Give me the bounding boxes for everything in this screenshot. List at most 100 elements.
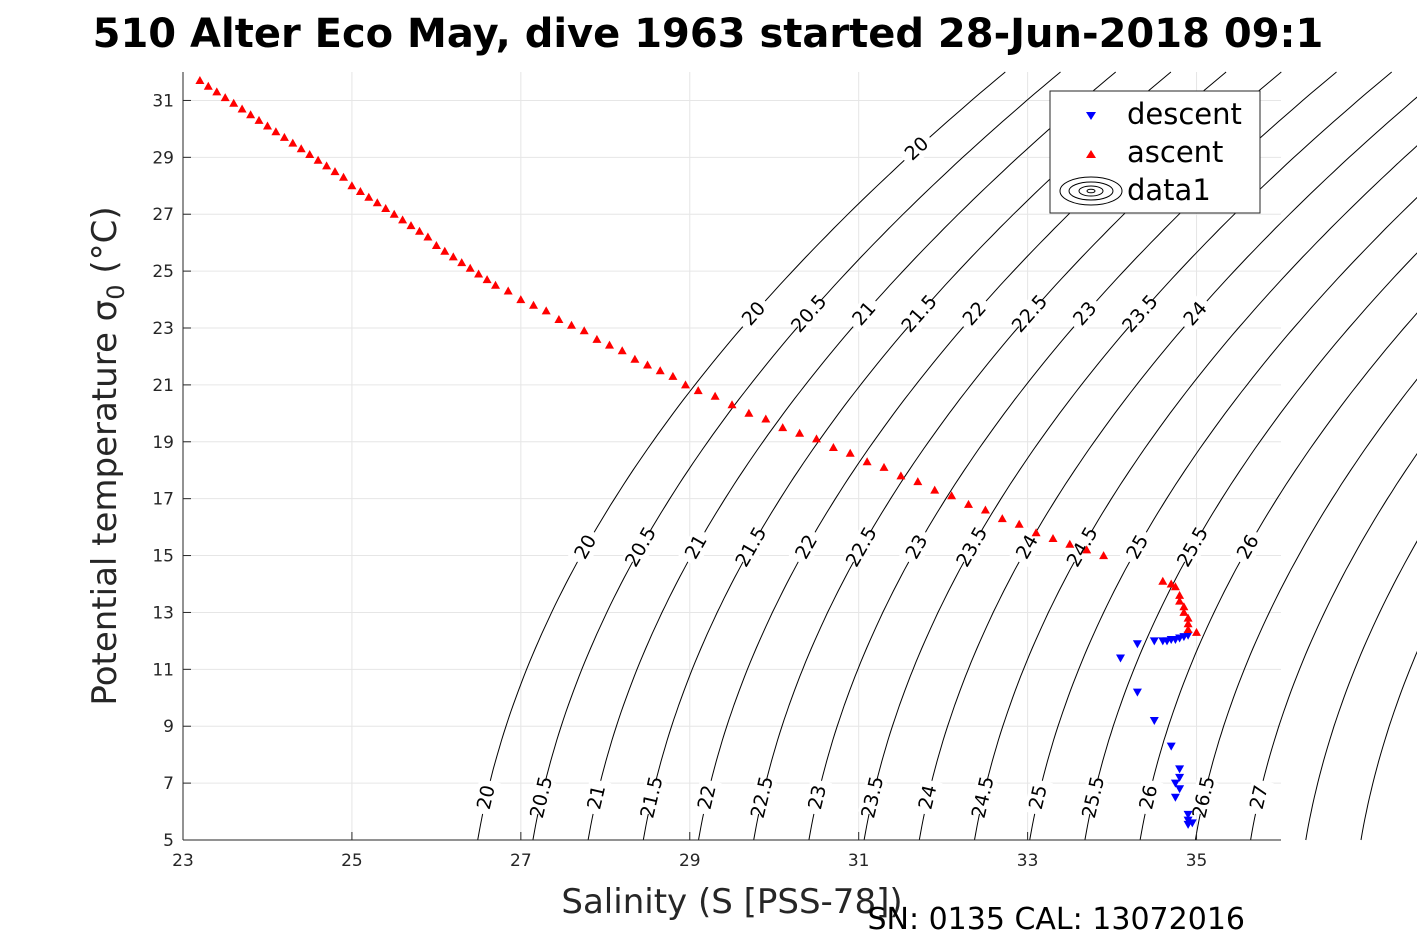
ascent-point: [347, 181, 357, 190]
y-tick-label: 9: [163, 717, 174, 737]
ascent-point: [761, 414, 771, 423]
x-tick-label: 23: [172, 851, 194, 871]
ascent-point: [630, 354, 640, 363]
x-tick-label: 29: [679, 851, 701, 871]
contour-label-background: [955, 293, 995, 334]
contour-line: [918, 96, 1417, 841]
descent-point: [1183, 810, 1193, 819]
legend: descent ascent data1: [1049, 90, 1261, 214]
contour-label-background: [896, 129, 937, 169]
descent-point: [1132, 688, 1142, 697]
ascent-point: [237, 104, 247, 113]
ascent-point: [778, 423, 788, 432]
ascent-point: [482, 275, 492, 284]
ascent-point: [398, 215, 408, 224]
ascent-point: [1183, 619, 1193, 628]
ascent-point: [812, 434, 821, 443]
contour-label-background: [1023, 778, 1053, 817]
ascent-point: [845, 448, 855, 457]
ascent-point: [693, 386, 703, 395]
ascent-point: [862, 457, 872, 466]
ascent-point: [372, 198, 382, 207]
y-tick-label: 23: [152, 319, 174, 339]
ascent-point: [579, 326, 589, 335]
descent-point: [1149, 637, 1159, 646]
x-tick-label: 33: [1017, 851, 1039, 871]
ascent-point: [355, 187, 365, 195]
ascent-point: [431, 241, 441, 249]
ascent-point: [554, 315, 564, 323]
y-tick-label: 11: [152, 660, 174, 680]
ascent-point: [474, 269, 484, 278]
ascent-point: [1183, 625, 1193, 633]
contour-label-background: [637, 778, 667, 817]
contour-line: [1194, 378, 1417, 841]
ascent-point: [1175, 596, 1185, 605]
contour-line: [1250, 452, 1417, 841]
ascent-point: [1014, 519, 1024, 528]
y-axis-label-main: Potential temperature σ: [85, 300, 125, 706]
ascent-point: [1183, 613, 1193, 622]
contour-label-background: [526, 778, 557, 817]
contour-label-background: [1244, 778, 1274, 817]
contour-label-background: [692, 778, 722, 817]
y-tick-label: 17: [152, 490, 174, 510]
ascent-point: [440, 246, 450, 255]
ascent-point: [896, 471, 906, 480]
ascent-point: [516, 295, 526, 304]
contour-label-background: [789, 293, 829, 334]
contour-line: [1305, 540, 1417, 841]
contour-line: [477, 71, 1006, 841]
ascent-point: [330, 167, 340, 176]
ascent-point: [263, 121, 272, 130]
y-tick-label: 7: [163, 774, 174, 794]
contour-line: [1084, 252, 1417, 841]
density-contours: [477, 71, 1417, 841]
y-tick-label: 21: [152, 376, 174, 396]
ascent-point: [1065, 539, 1075, 548]
ascent-point: [195, 76, 205, 84]
ascent-point: [1179, 602, 1189, 611]
contour-label-background: [1176, 293, 1216, 334]
contour-label-background: [582, 778, 612, 817]
ascent-point: [322, 161, 332, 170]
ascent-point: [828, 443, 838, 451]
descent-point: [1170, 793, 1180, 802]
y-axis-label-subscript: 0: [102, 284, 130, 299]
ascent-point: [643, 360, 652, 369]
ascent-point: [1048, 534, 1058, 542]
legend-data1-label: data1: [1127, 173, 1211, 207]
legend-ascent-label: ascent: [1127, 135, 1223, 169]
legend-ascent-marker: [1086, 150, 1096, 158]
ascent-point: [1031, 528, 1041, 537]
ascent-point: [212, 87, 222, 96]
descent-point: [1132, 640, 1142, 649]
ascent-point: [930, 485, 940, 494]
descent-point: [1175, 773, 1185, 782]
x-tick-label: 31: [848, 851, 870, 871]
ascent-point: [1175, 590, 1185, 599]
contour-label-background: [913, 778, 943, 817]
ascent-point: [567, 320, 576, 329]
y-tick-label: 25: [152, 262, 174, 282]
ascent-point: [288, 138, 298, 147]
contour-label-background: [747, 778, 777, 817]
x-tick-label: 27: [510, 851, 532, 871]
descent-point: [1116, 654, 1125, 663]
ascent-point: [381, 204, 391, 212]
ascent-point: [305, 150, 315, 158]
y-tick-label: 29: [152, 148, 174, 168]
y-tick-label: 13: [152, 603, 174, 623]
contour-label: 26: [1135, 783, 1162, 812]
descent-point: [1170, 779, 1180, 788]
x-axis-label: Salinity (S [PSS-78]): [561, 882, 902, 922]
contour-label: 20: [473, 783, 500, 812]
contour-label-background: [802, 778, 833, 817]
ascent-point: [592, 334, 602, 343]
contour-label-background: [843, 526, 880, 568]
contour-label-background: [844, 293, 884, 334]
x-tick-labels: 23 25 27 29 31 33 35: [172, 832, 1207, 871]
ascent-point: [879, 462, 889, 471]
ascent-point: [655, 366, 665, 375]
